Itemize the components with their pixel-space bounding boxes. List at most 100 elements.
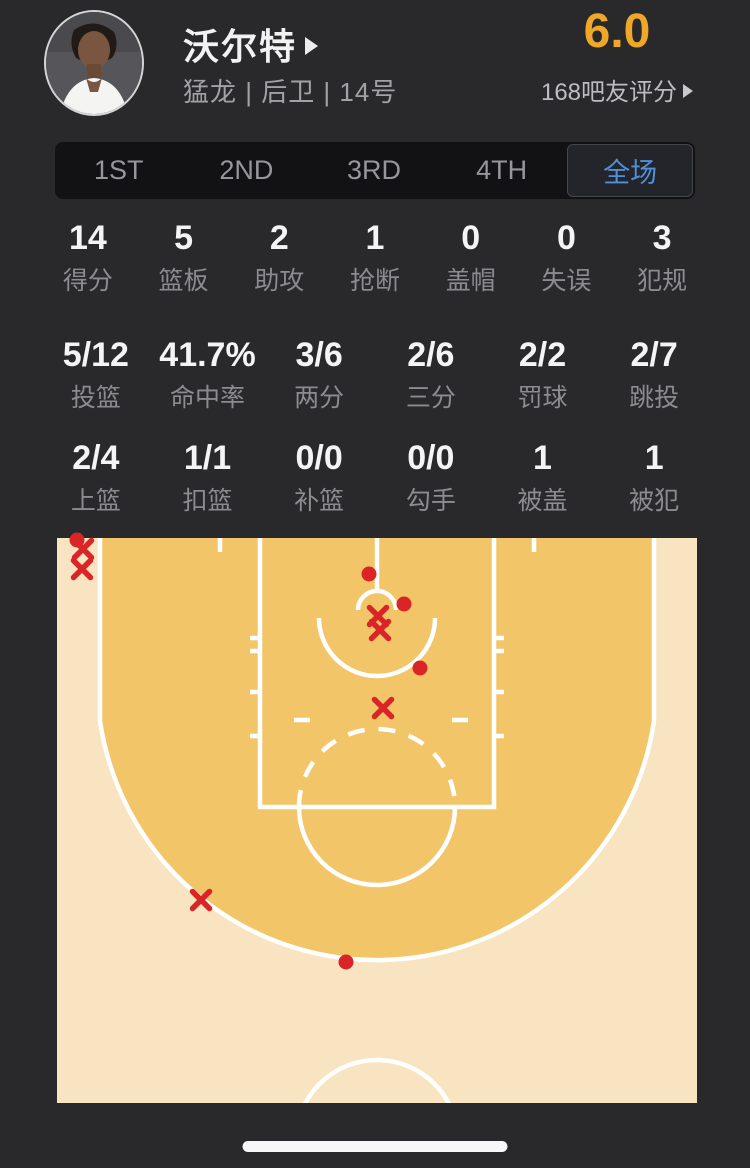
stat-label: 抢断 bbox=[349, 267, 400, 295]
player-team-position: 猛龙 | 后卫 | 14号 bbox=[183, 77, 398, 107]
stat-cell: 1 被犯 bbox=[598, 439, 710, 516]
stat-label: 罚球 bbox=[517, 384, 568, 412]
missed-shot-marker bbox=[189, 888, 213, 912]
stats-row-basic: 14 得分 5 篮板 2 助攻 1 抢断 0 盖帽 0 失误 3 犯规 bbox=[40, 219, 710, 296]
player-avatar[interactable] bbox=[44, 10, 144, 116]
stat-label: 被盖 bbox=[517, 487, 568, 515]
halfcourt-svg bbox=[57, 532, 697, 1103]
stat-label: 补篮 bbox=[294, 487, 345, 515]
stat-cell: 14 得分 bbox=[40, 219, 136, 296]
stat-label: 篮板 bbox=[158, 267, 209, 295]
stat-cell: 2/4 上篮 bbox=[40, 439, 152, 516]
restricted-area-arc bbox=[316, 617, 438, 679]
lane-lines bbox=[257, 538, 497, 810]
half-court-circle bbox=[302, 1057, 452, 1103]
rating-value: 6.0 bbox=[583, 5, 651, 58]
rating-count-label: 168吧友评分 bbox=[540, 79, 678, 106]
stat-label: 勾手 bbox=[405, 487, 456, 515]
missed-shot-marker bbox=[70, 557, 94, 581]
chevron-right-icon bbox=[683, 83, 694, 98]
stat-cell: 1 被盖 bbox=[487, 439, 599, 516]
stat-cell: 41.7% 命中率 bbox=[152, 336, 264, 413]
stat-label: 命中率 bbox=[169, 384, 245, 412]
court-floor-inside3 bbox=[100, 538, 654, 961]
stat-cell: 0/0 勾手 bbox=[375, 439, 487, 516]
stat-value: 5 bbox=[174, 219, 194, 257]
stat-cell: 3/6 两分 bbox=[263, 336, 375, 413]
stat-value: 1 bbox=[644, 439, 664, 477]
made-shot-marker bbox=[361, 566, 377, 582]
stat-cell: 1 抢断 bbox=[327, 219, 423, 296]
made-shot-marker bbox=[396, 596, 412, 612]
rating-count: 168吧友评分 bbox=[522, 72, 712, 107]
missed-shot-marker bbox=[71, 537, 95, 561]
stat-cell: 0/0 补篮 bbox=[263, 439, 375, 516]
stat-cell: 0 失误 bbox=[519, 219, 615, 296]
stat-value: 5/12 bbox=[62, 336, 129, 374]
stats-row-shot-types: 2/4 上篮 1/1 扣篮 0/0 补篮 0/0 勾手 1 被盖 1 被犯 bbox=[40, 439, 710, 516]
made-shot-marker bbox=[338, 954, 354, 970]
missed-shot-marker bbox=[371, 696, 395, 720]
free-throw-circle-solid bbox=[296, 806, 458, 888]
rim-arc bbox=[355, 588, 399, 611]
stat-cell: 5 篮板 bbox=[136, 219, 232, 296]
tab-full-game[interactable]: 全场 bbox=[567, 144, 693, 197]
quarter-tabbar: 1ST 2ND 3RD 4TH 全场 bbox=[55, 142, 695, 199]
court-lines bbox=[97, 538, 657, 1103]
stat-value: 2/4 bbox=[72, 439, 120, 477]
stat-cell: 2/2 罚球 bbox=[487, 336, 599, 413]
stat-label: 三分 bbox=[405, 384, 456, 412]
stat-value: 0 bbox=[461, 219, 481, 257]
stat-value: 2/7 bbox=[630, 336, 678, 374]
tab-4th[interactable]: 4TH bbox=[476, 155, 528, 185]
stat-cell: 0 盖帽 bbox=[423, 219, 519, 296]
lane-ticks-right bbox=[494, 635, 504, 739]
tab-2nd[interactable]: 2ND bbox=[219, 155, 274, 185]
stat-value: 2/6 bbox=[407, 336, 455, 374]
stat-value: 3 bbox=[652, 219, 672, 257]
player-name: 沃尔特 bbox=[183, 26, 298, 67]
stat-label: 两分 bbox=[294, 384, 345, 412]
stat-cell: 2/6 三分 bbox=[375, 336, 487, 413]
stat-cell: 2/7 跳投 bbox=[598, 336, 710, 413]
stat-label: 跳投 bbox=[629, 384, 680, 412]
lane-ticks-left bbox=[250, 635, 260, 739]
player-photo bbox=[46, 12, 142, 114]
three-point-line bbox=[97, 538, 657, 963]
stat-label: 被犯 bbox=[629, 487, 680, 515]
home-indicator-bar[interactable] bbox=[242, 1141, 508, 1152]
stat-value: 14 bbox=[68, 219, 107, 257]
rating-link[interactable]: 6.0 168吧友评分 bbox=[522, 6, 712, 107]
stat-cell: 3 犯规 bbox=[614, 219, 710, 296]
shot-markers bbox=[69, 532, 428, 970]
stat-label: 扣篮 bbox=[182, 487, 233, 515]
made-shot-marker bbox=[412, 660, 428, 676]
stat-value: 0 bbox=[556, 219, 576, 257]
stat-cell: 1/1 扣篮 bbox=[152, 439, 264, 516]
stat-value: 3/6 bbox=[295, 336, 343, 374]
chevron-right-icon bbox=[305, 37, 319, 55]
free-throw-circle-dashed bbox=[296, 726, 458, 808]
stat-label: 盖帽 bbox=[445, 267, 496, 295]
stat-value: 1/1 bbox=[183, 439, 232, 477]
stat-label: 得分 bbox=[62, 267, 113, 295]
missed-shot-marker bbox=[368, 618, 392, 642]
stats-row-shooting: 5/12 投篮 41.7% 命中率 3/6 两分 2/6 三分 2/2 罚球 2/7 跳投 bbox=[40, 336, 710, 413]
stat-value: 1 bbox=[533, 439, 552, 477]
stat-value: 1 bbox=[365, 219, 385, 257]
tab-1st[interactable]: 1ST bbox=[94, 155, 144, 185]
stat-label: 犯规 bbox=[637, 267, 688, 295]
stat-value: 0/0 bbox=[295, 439, 343, 477]
baseline-ticks bbox=[217, 538, 537, 552]
stat-value: 41.7% bbox=[159, 336, 256, 374]
stat-cell: 5/12 投篮 bbox=[40, 336, 152, 413]
player-name-link[interactable]: 沃尔特 bbox=[183, 18, 319, 70]
stat-label: 上篮 bbox=[70, 487, 121, 515]
stat-label: 助攻 bbox=[254, 267, 305, 295]
stat-value: 0/0 bbox=[407, 439, 455, 477]
stat-value: 2 bbox=[269, 219, 289, 257]
stat-label: 投篮 bbox=[70, 384, 121, 412]
tab-3rd[interactable]: 3RD bbox=[346, 155, 401, 185]
stat-value: 2/2 bbox=[518, 336, 567, 374]
